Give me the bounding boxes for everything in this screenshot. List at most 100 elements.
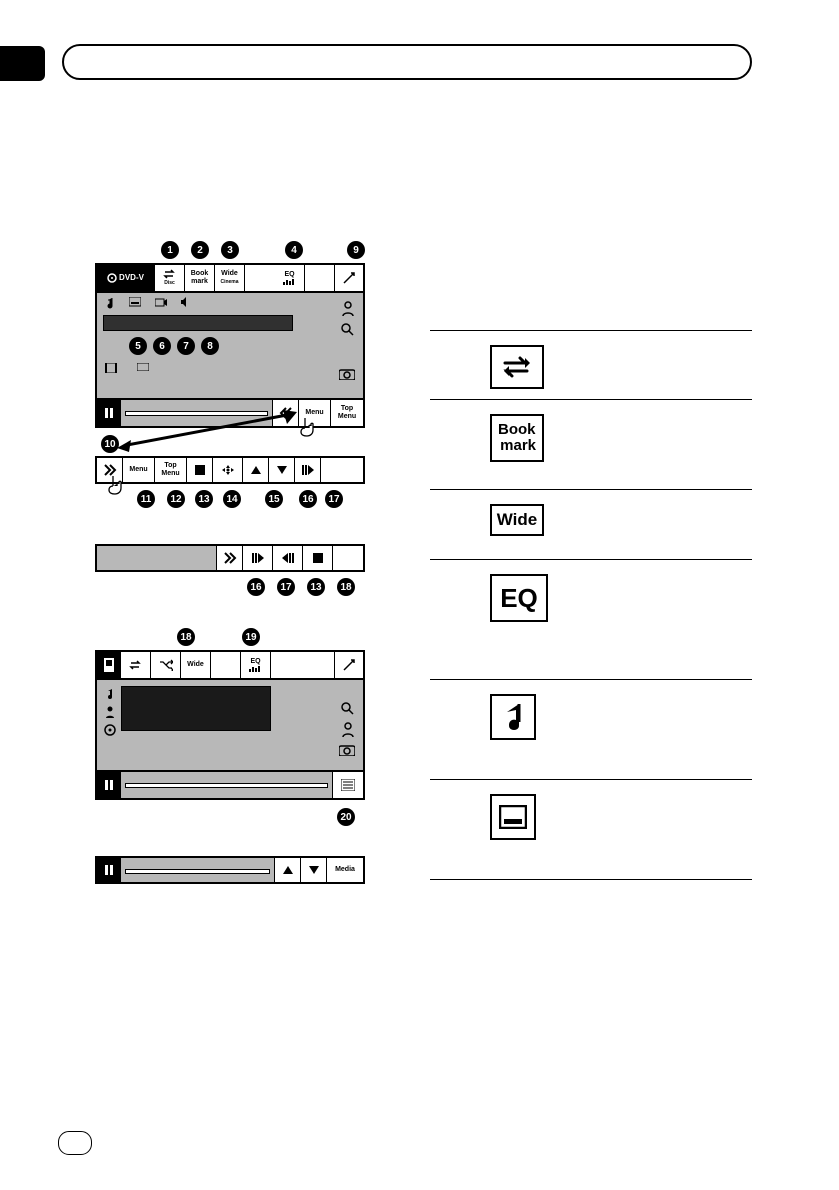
album-icon bbox=[104, 724, 116, 736]
ui-preview-audio: Wide EQ 18 19 20 bbox=[95, 650, 365, 800]
cell-stop[interactable] bbox=[303, 546, 333, 570]
repeat-icon bbox=[129, 660, 143, 670]
page-header-capsule bbox=[62, 44, 752, 80]
pointer-hand-icon bbox=[297, 416, 317, 438]
cell-eq[interactable]: EQ bbox=[241, 652, 271, 678]
cell-expand-right[interactable] bbox=[217, 546, 243, 570]
ui-bar-2: Menu Top Menu 11 12 13 14 15 16 17 bbox=[95, 456, 365, 484]
callout: 10 bbox=[101, 435, 119, 453]
wide-label: Wide bbox=[497, 510, 537, 530]
callout: 19 bbox=[242, 628, 260, 646]
right-column: Book mark Wide EQ bbox=[430, 330, 752, 880]
subtitle-icon bbox=[129, 297, 141, 307]
cell-list[interactable] bbox=[333, 772, 363, 798]
cell-menu[interactable]: Menu bbox=[123, 458, 155, 482]
cell-step-fwd[interactable] bbox=[243, 546, 273, 570]
eq-label: EQ bbox=[500, 583, 538, 614]
callout: 16 bbox=[247, 578, 265, 596]
cell-expand-left[interactable] bbox=[273, 400, 299, 426]
pointer-hand-icon bbox=[105, 474, 125, 496]
item-audio bbox=[430, 680, 752, 780]
callout: 1 bbox=[161, 241, 179, 259]
cell-eq[interactable]: EQ bbox=[275, 265, 305, 291]
step-fwd-icon bbox=[302, 465, 314, 475]
ui2-bottombar bbox=[97, 770, 363, 798]
cell-topmenu[interactable]: Top Menu bbox=[331, 400, 363, 426]
cell-up[interactable] bbox=[243, 458, 269, 482]
ui-preview-dvd: DVD-V Disc Book mark Wide Cinema EQ bbox=[95, 263, 365, 428]
dpad-icon bbox=[220, 463, 236, 477]
cell-down[interactable] bbox=[269, 458, 295, 482]
cell-up[interactable] bbox=[275, 858, 301, 882]
artist-icon bbox=[105, 706, 115, 718]
bookmark-l2: mark bbox=[191, 278, 208, 286]
search-icon bbox=[341, 702, 355, 716]
cell-step[interactable] bbox=[295, 458, 321, 482]
camera-icon bbox=[155, 297, 167, 307]
spacer bbox=[245, 265, 275, 291]
topmenu-label: Top Menu bbox=[338, 405, 356, 421]
chevrons-right-icon bbox=[223, 552, 237, 564]
cell-pause[interactable] bbox=[97, 772, 121, 798]
cell-wide[interactable]: Wide Cinema bbox=[215, 265, 245, 291]
item-bookmark: Book mark bbox=[430, 400, 752, 490]
repeat-icon bbox=[163, 269, 177, 279]
pause-icon bbox=[105, 865, 113, 875]
seekbar[interactable] bbox=[121, 772, 333, 798]
callout: 7 bbox=[177, 337, 195, 355]
up-icon bbox=[250, 465, 262, 475]
callout: 15 bbox=[265, 490, 283, 508]
cell-down[interactable] bbox=[301, 858, 327, 882]
ui2-topbar: Wide EQ bbox=[97, 652, 363, 680]
cell-repeat-sub: Disc bbox=[164, 279, 175, 287]
note-icon bbox=[105, 297, 115, 309]
cell-home[interactable] bbox=[335, 265, 363, 291]
repeat-iconbox bbox=[490, 345, 544, 389]
callout: 17 bbox=[277, 578, 295, 596]
cell-step-back[interactable] bbox=[273, 546, 303, 570]
up-icon bbox=[282, 865, 294, 875]
callout: 6 bbox=[153, 337, 171, 355]
callout: 14 bbox=[223, 490, 241, 508]
film-icon bbox=[105, 363, 117, 373]
callout: 16 bbox=[299, 490, 317, 508]
cell-stop[interactable] bbox=[187, 458, 213, 482]
ui-bar-3: 16 17 13 18 bbox=[95, 544, 365, 572]
pause-icon bbox=[105, 780, 113, 790]
cell-pause[interactable] bbox=[97, 858, 121, 882]
callout: 13 bbox=[307, 578, 325, 596]
callout: 8 bbox=[201, 337, 219, 355]
cell-random[interactable] bbox=[151, 652, 181, 678]
cell-repeat[interactable] bbox=[121, 652, 151, 678]
seekbar[interactable] bbox=[121, 400, 273, 426]
spacer bbox=[321, 458, 363, 482]
callout: 18 bbox=[177, 628, 195, 646]
bookmark-l1: Book bbox=[191, 270, 209, 278]
person-icon bbox=[341, 722, 355, 738]
cell-bookmark[interactable]: Book mark bbox=[185, 265, 215, 291]
cell-dpad[interactable] bbox=[213, 458, 243, 482]
cell-home[interactable] bbox=[335, 652, 363, 678]
cell-media[interactable]: Media bbox=[327, 858, 363, 882]
wide-l1: Wide bbox=[221, 270, 238, 278]
bookmark-l2: mark bbox=[500, 438, 536, 454]
item-wide: Wide bbox=[430, 490, 752, 560]
home-icon bbox=[343, 659, 355, 671]
item-eq: EQ bbox=[430, 560, 752, 680]
cell-pause[interactable] bbox=[97, 400, 121, 426]
seekbar[interactable] bbox=[121, 858, 275, 882]
source-label: DVD-V bbox=[119, 274, 144, 282]
subtitle-iconbox bbox=[490, 794, 536, 840]
item-subtitle bbox=[430, 780, 752, 880]
cell-topmenu[interactable]: Top Menu bbox=[155, 458, 187, 482]
callout: 13 bbox=[195, 490, 213, 508]
frame-icon bbox=[137, 363, 149, 371]
bar4: Media bbox=[97, 858, 363, 882]
ui-bar-4: Media bbox=[95, 856, 365, 884]
callout: 20 bbox=[337, 808, 355, 826]
cell-repeat[interactable]: Disc bbox=[155, 265, 185, 291]
left-column: DVD-V Disc Book mark Wide Cinema EQ bbox=[95, 263, 385, 884]
cell-wide[interactable]: Wide bbox=[181, 652, 211, 678]
disc-icon bbox=[107, 273, 117, 283]
bar3 bbox=[97, 546, 363, 570]
